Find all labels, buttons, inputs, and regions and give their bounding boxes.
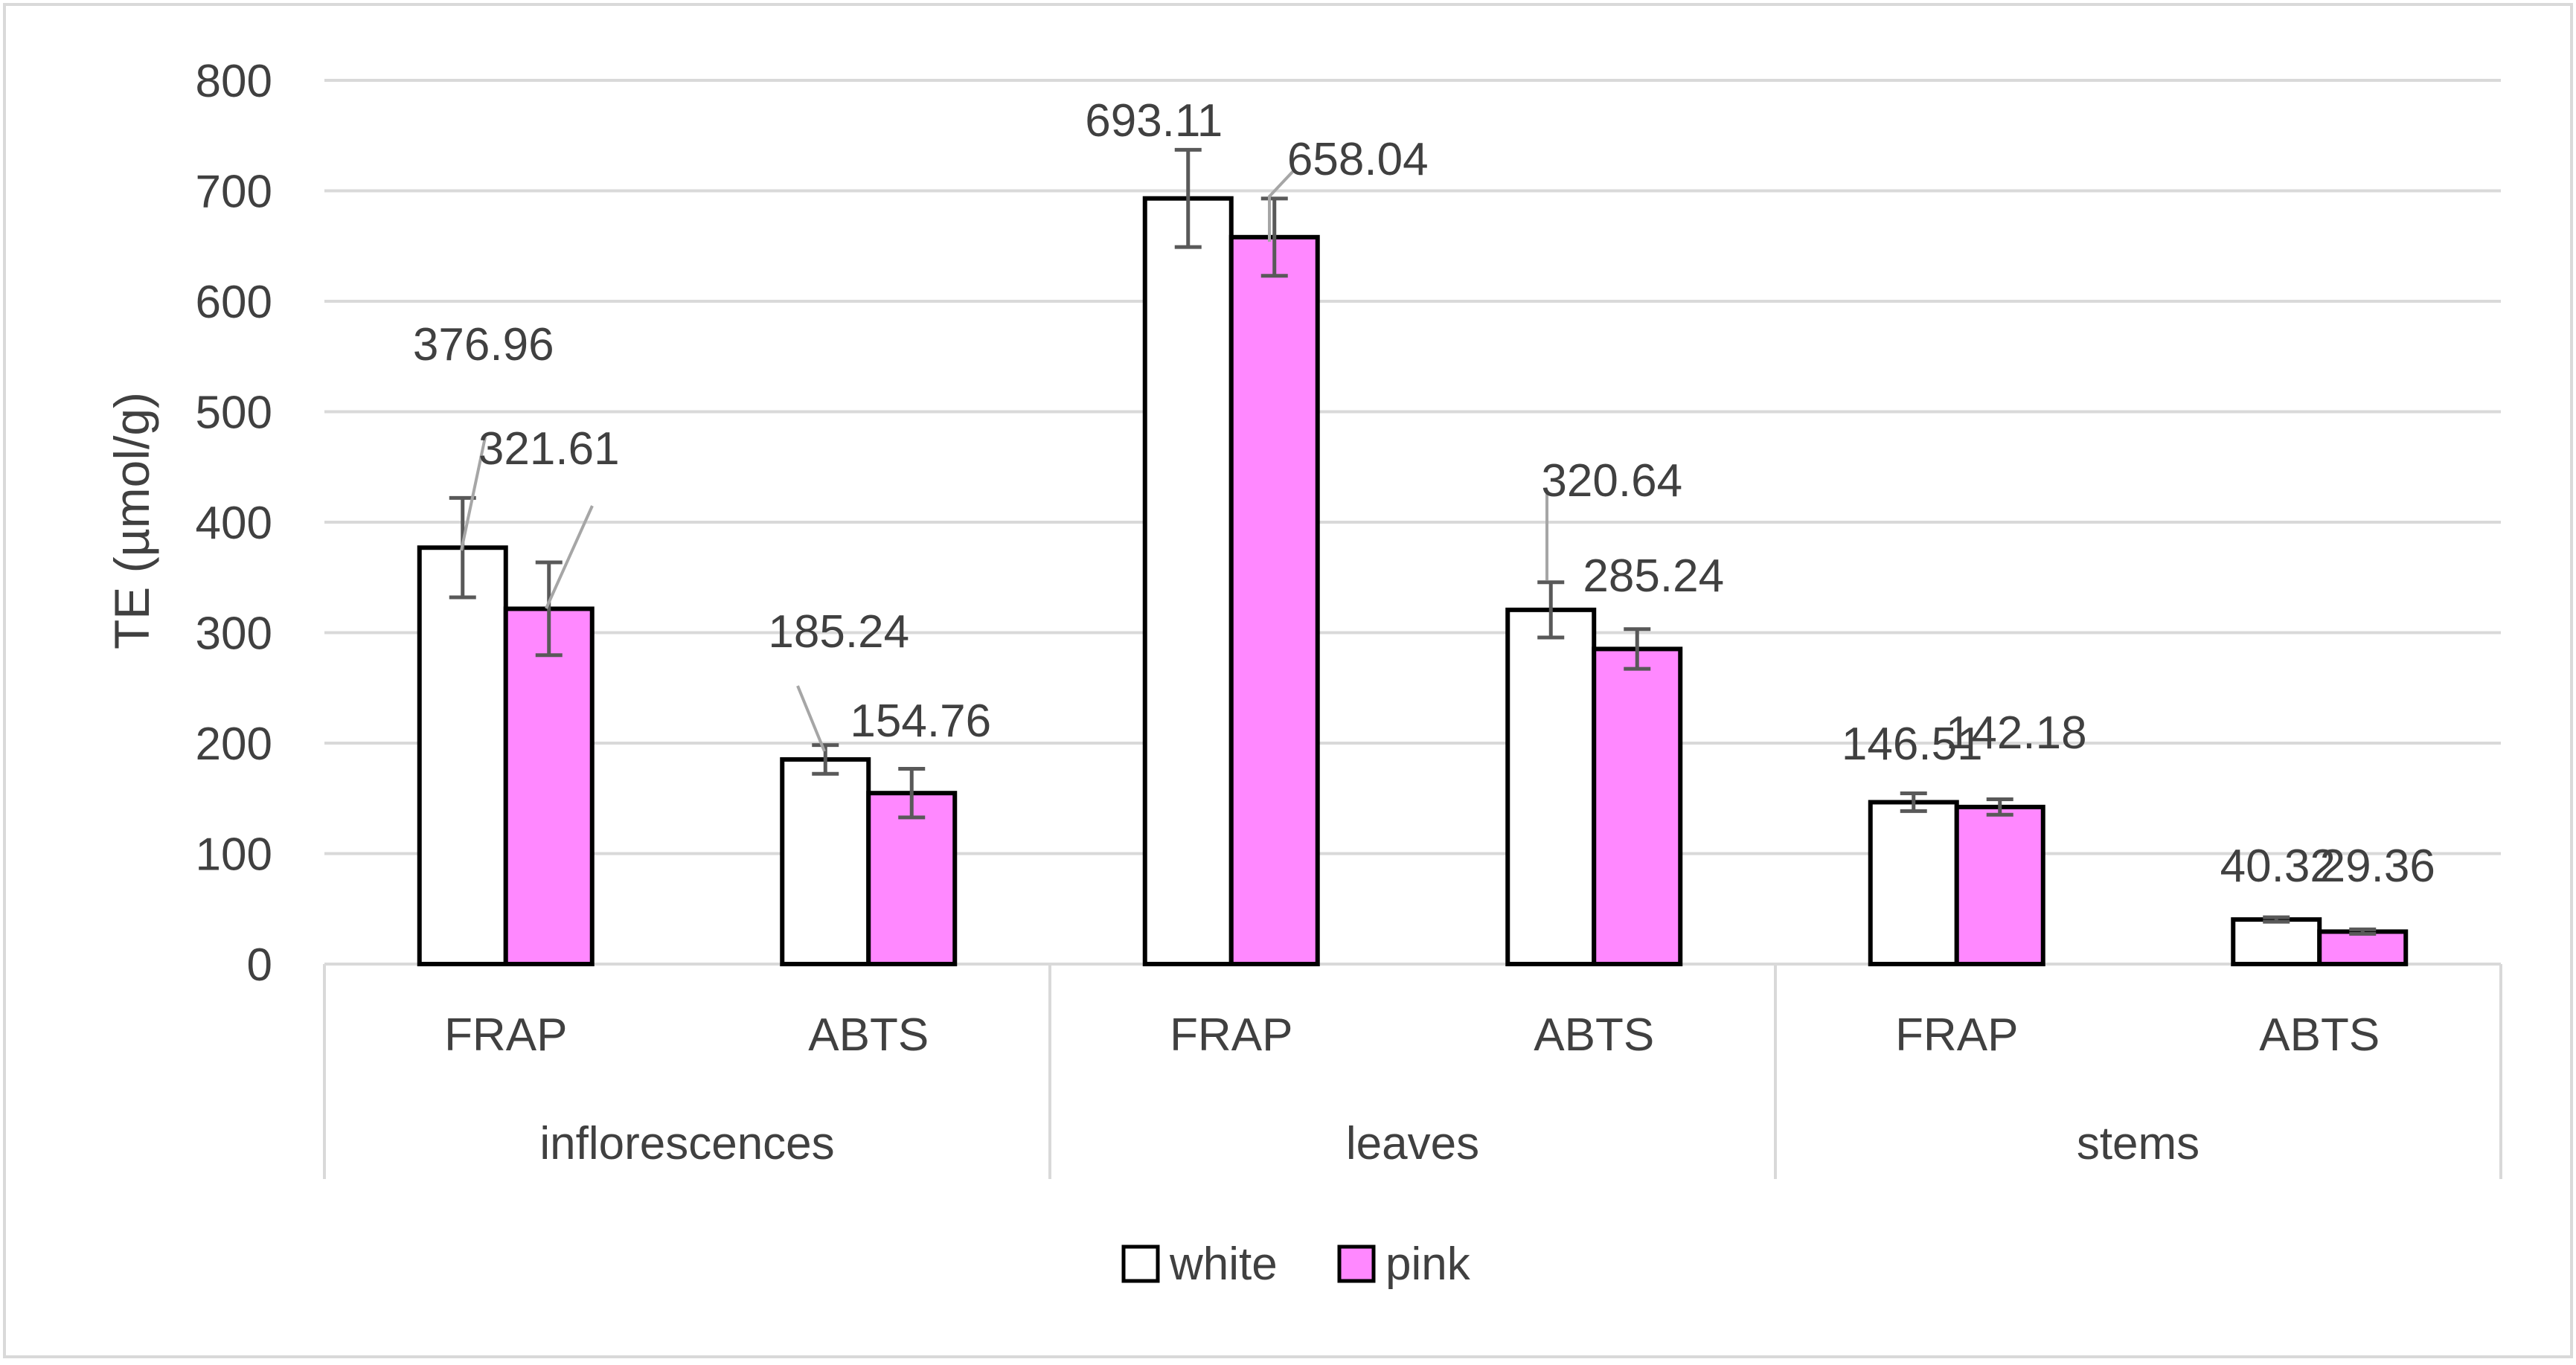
data-label-white: 146.51 xyxy=(1842,719,1983,770)
y-tick-label: 0 xyxy=(247,940,272,991)
bar-white xyxy=(1505,607,1597,966)
data-label-pink: 658.04 xyxy=(1287,134,1429,185)
data-label-white: 376.96 xyxy=(413,319,554,370)
group-label: stems xyxy=(2077,1118,2199,1169)
axes: 0 100 200 300 400 500 600 700 800 FRAP ABTS inflore… xyxy=(196,56,2502,1179)
group-label: inflorescences xyxy=(539,1118,834,1169)
data-label-pink: 154.76 xyxy=(850,696,991,747)
x-tick-label: FRAP xyxy=(1170,1009,1292,1061)
bar-pink xyxy=(1592,646,1683,966)
legend-label-pink: pink xyxy=(1385,1239,1471,1290)
legend-swatch-white xyxy=(1121,1244,1160,1283)
data-label-pink: 29.36 xyxy=(2320,841,2435,892)
x-tick-label: ABTS xyxy=(2259,1009,2380,1061)
error-bars xyxy=(449,147,2377,936)
x-tick-label: ABTS xyxy=(808,1009,929,1061)
data-label-pink: 321.61 xyxy=(478,423,620,475)
legend-label-white: white xyxy=(1169,1239,1278,1290)
legend: white pink xyxy=(1121,1239,1471,1290)
y-tick-label: 300 xyxy=(196,608,272,660)
y-tick-label: 800 xyxy=(196,56,272,107)
bar-pink xyxy=(503,606,595,967)
bar-white xyxy=(1868,800,1959,966)
label-leader-line xyxy=(460,437,487,551)
x-tick-label: FRAP xyxy=(1895,1009,2018,1061)
label-leader-line xyxy=(1268,170,1295,242)
y-tick-label: 500 xyxy=(196,388,272,439)
data-label-pink: 285.24 xyxy=(1583,550,1724,602)
bar-white xyxy=(2231,917,2322,966)
bar-pink xyxy=(1228,234,1320,966)
y-tick-label: 400 xyxy=(196,498,272,549)
bar-white xyxy=(417,545,508,966)
legend-swatch-pink xyxy=(1337,1244,1376,1283)
bar-white xyxy=(780,757,871,966)
y-axis-title: TE (µmol/g) xyxy=(104,392,159,649)
data-label-white: 185.24 xyxy=(768,606,909,658)
y-tick-label: 600 xyxy=(196,277,272,328)
bar-pink xyxy=(2317,929,2409,966)
group-label: leaves xyxy=(1346,1118,1479,1169)
data-label-white: 40.32 xyxy=(2220,841,2336,892)
data-label-pink: 142.18 xyxy=(1946,707,2087,759)
label-leader-line xyxy=(796,685,826,752)
y-tick-label: 100 xyxy=(196,829,272,881)
data-label-white: 320.64 xyxy=(1541,455,1682,507)
y-tick-label: 200 xyxy=(196,719,272,770)
bars xyxy=(417,196,2409,967)
data-labels: 376.96 185.24 693.11 320.64 146.51 40.32 321.6… xyxy=(413,95,2435,892)
x-tick-label: FRAP xyxy=(444,1009,567,1061)
bar-white xyxy=(1142,196,1234,966)
x-tick-label: ABTS xyxy=(1534,1009,1654,1061)
y-tick-label: 700 xyxy=(196,167,272,218)
data-label-white: 693.11 xyxy=(1085,95,1223,147)
bar-pink xyxy=(1954,804,2045,966)
label-leader-line xyxy=(545,505,594,609)
